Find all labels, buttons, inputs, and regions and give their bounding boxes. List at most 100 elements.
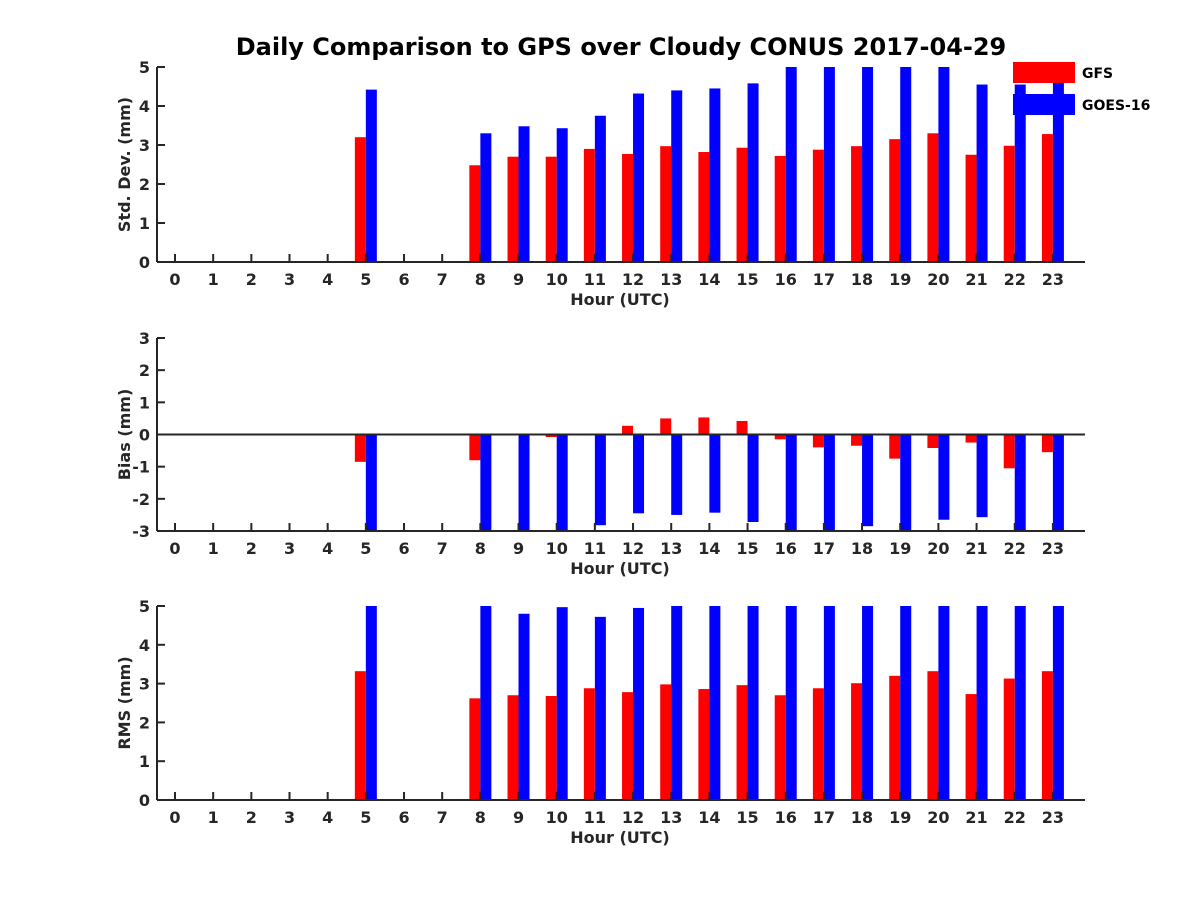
bar-gfs-hour-13 <box>660 418 672 435</box>
x-tick-label: 17 <box>813 270 835 289</box>
bar-goes-16-hour-23 <box>1052 606 1064 800</box>
x-tick-label: 5 <box>360 270 371 289</box>
bar-goes-16-hour-18 <box>862 434 874 527</box>
x-tick-label: 8 <box>475 808 486 827</box>
bar-goes-16-hour-22 <box>1014 434 1026 531</box>
bar-gfs-hour-23 <box>1041 434 1053 453</box>
x-tick-label: 14 <box>698 539 720 558</box>
chart-title: Daily Comparison to GPS over Cloudy CONU… <box>236 33 1007 61</box>
x-tick-label: 22 <box>1004 808 1026 827</box>
y-tick-label: 4 <box>139 97 150 116</box>
legend-label-gfs: GFS <box>1082 66 1113 82</box>
bar-gfs-hour-9 <box>507 695 519 800</box>
x-tick-label: 17 <box>813 808 835 827</box>
bar-gfs-hour-23 <box>1041 671 1053 800</box>
x-tick-label: 3 <box>284 808 295 827</box>
y-tick-label: 5 <box>139 58 150 77</box>
y-tick-label: 0 <box>139 426 150 445</box>
x-tick-label: 16 <box>775 270 797 289</box>
x-tick-label: 5 <box>360 808 371 827</box>
x-tick-label: 20 <box>927 808 949 827</box>
bar-gfs-hour-15 <box>736 420 748 435</box>
bar-goes-16-hour-20 <box>938 67 950 262</box>
bar-gfs-hour-8 <box>469 165 481 262</box>
bar-goes-16-hour-18 <box>862 67 874 262</box>
bar-gfs-hour-22 <box>1003 145 1015 262</box>
x-tick-label: 6 <box>398 270 409 289</box>
bar-goes-16-hour-11 <box>594 434 606 526</box>
x-tick-label: 21 <box>965 270 987 289</box>
bar-gfs-hour-14 <box>698 152 710 262</box>
bar-goes-16-hour-11 <box>594 616 606 800</box>
x-tick-label: 18 <box>851 808 873 827</box>
x-tick-label: 4 <box>322 270 333 289</box>
legend: GFS GOES-16 <box>1013 62 1150 115</box>
bar-goes-16-hour-14 <box>709 434 721 513</box>
x-tick-label: 16 <box>775 808 797 827</box>
x-tick-label: 11 <box>584 539 606 558</box>
bar-gfs-hour-16 <box>774 434 786 440</box>
x-tick-label: 18 <box>851 539 873 558</box>
x-tick-label: 17 <box>813 539 835 558</box>
x-tick-label: 16 <box>775 539 797 558</box>
bar-goes-16-hour-17 <box>823 434 835 531</box>
x-tick-label: 23 <box>1042 808 1064 827</box>
y-tick-label: 3 <box>139 675 150 694</box>
bar-gfs-hour-12 <box>622 153 634 262</box>
legend-label-goes-16: GOES-16 <box>1082 98 1150 114</box>
x-tick-label: 19 <box>889 808 911 827</box>
bar-gfs-hour-20 <box>927 671 939 800</box>
x-tick-label: 6 <box>398 539 409 558</box>
bar-gfs-hour-13 <box>660 684 672 800</box>
x-tick-label: 1 <box>208 808 219 827</box>
bar-gfs-hour-18 <box>851 434 863 446</box>
y-axis-label: RMS (mm) <box>115 656 134 749</box>
y-tick-label: 0 <box>139 791 150 810</box>
y-tick-label: 2 <box>139 361 150 380</box>
x-tick-label: 14 <box>698 270 720 289</box>
bar-goes-16-hour-16 <box>785 67 797 262</box>
x-tick-label: 7 <box>437 539 448 558</box>
x-tick-label: 10 <box>546 808 568 827</box>
x-tick-label: 12 <box>622 270 644 289</box>
bar-goes-16-hour-21 <box>976 84 988 262</box>
x-tick-label: 13 <box>660 808 682 827</box>
x-tick-label: 2 <box>246 270 257 289</box>
bar-gfs-hour-10 <box>545 434 557 438</box>
bar-gfs-hour-21 <box>965 154 977 262</box>
bar-goes-16-hour-11 <box>594 115 606 262</box>
y-axis-label: Bias (mm) <box>115 389 134 481</box>
bar-gfs-hour-11 <box>583 148 595 262</box>
x-tick-label: 2 <box>246 808 257 827</box>
bar-goes-16-hour-10 <box>556 128 568 262</box>
bar-gfs-hour-23 <box>1041 134 1053 262</box>
y-tick-label: 2 <box>139 175 150 194</box>
x-axis-label: Hour (UTC) <box>570 828 670 847</box>
bar-goes-16-hour-5 <box>365 606 377 800</box>
x-tick-label: 15 <box>736 539 758 558</box>
bar-goes-16-hour-10 <box>556 607 568 800</box>
bar-goes-16-hour-14 <box>709 88 721 262</box>
x-tick-label: 9 <box>513 539 524 558</box>
bar-gfs-hour-14 <box>698 689 710 800</box>
bar-goes-16-hour-9 <box>518 613 530 800</box>
y-tick-label: 4 <box>139 636 150 655</box>
x-tick-label: 15 <box>736 808 758 827</box>
x-tick-label: 21 <box>965 808 987 827</box>
bar-goes-16-hour-23 <box>1052 74 1064 262</box>
y-tick-label: 2 <box>139 713 150 732</box>
bar-gfs-hour-13 <box>660 146 672 262</box>
bar-goes-16-hour-21 <box>976 434 988 518</box>
x-tick-label: 5 <box>360 539 371 558</box>
bar-goes-16-hour-15 <box>747 606 759 800</box>
x-tick-label: 13 <box>660 270 682 289</box>
x-tick-label: 21 <box>965 539 987 558</box>
bar-goes-16-hour-10 <box>556 434 568 531</box>
x-axis-label: Hour (UTC) <box>570 290 670 309</box>
x-tick-label: 9 <box>513 808 524 827</box>
x-tick-label: 20 <box>927 539 949 558</box>
bar-gfs-hour-14 <box>698 417 710 435</box>
bar-goes-16-hour-19 <box>900 606 912 800</box>
